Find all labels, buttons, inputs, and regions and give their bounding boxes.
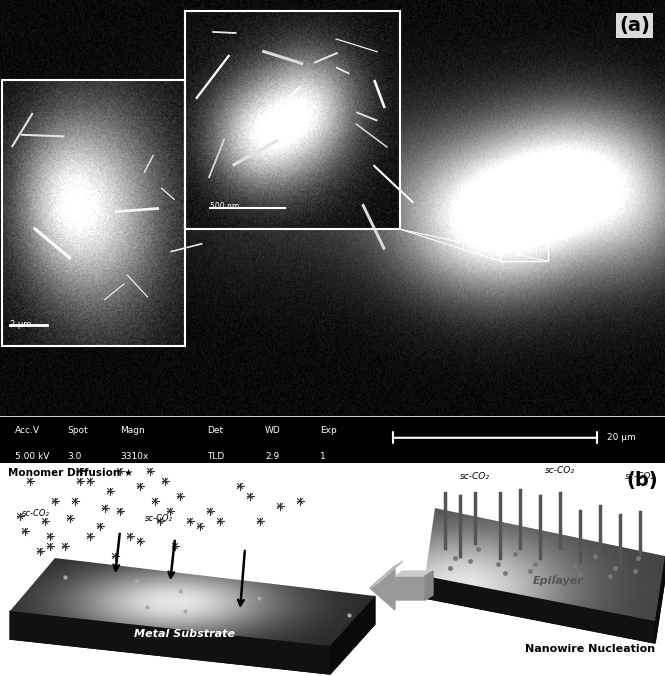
Text: sc-CO₂: sc-CO₂ <box>22 509 50 518</box>
Polygon shape <box>370 561 403 588</box>
Text: Epilayer: Epilayer <box>533 576 583 586</box>
Polygon shape <box>655 556 665 643</box>
Polygon shape <box>10 586 375 674</box>
Text: Acc.V: Acc.V <box>15 427 40 435</box>
Text: Det: Det <box>207 427 223 435</box>
Polygon shape <box>370 566 425 610</box>
Text: (b): (b) <box>626 471 658 490</box>
Text: sc-CO₂: sc-CO₂ <box>145 514 173 523</box>
Polygon shape <box>395 571 433 576</box>
Polygon shape <box>10 611 330 674</box>
Text: TLD: TLD <box>207 452 224 460</box>
Text: Metal Substrate: Metal Substrate <box>134 629 235 639</box>
Polygon shape <box>425 571 433 600</box>
Text: Spot: Spot <box>67 427 88 435</box>
Polygon shape <box>425 530 665 643</box>
Text: 2 μm: 2 μm <box>10 320 31 329</box>
Text: WD: WD <box>265 427 281 435</box>
Text: 5.00 kV: 5.00 kV <box>15 452 49 460</box>
Text: 500 nm: 500 nm <box>210 202 239 211</box>
Text: sc-CO₂: sc-CO₂ <box>625 472 655 481</box>
Text: Exp: Exp <box>320 427 336 435</box>
Text: 2.9: 2.9 <box>265 452 279 460</box>
Text: (a): (a) <box>619 16 650 35</box>
Text: sc-CO₂: sc-CO₂ <box>460 472 490 481</box>
Text: Nanowire Nucleation: Nanowire Nucleation <box>525 644 655 654</box>
Text: 3.0: 3.0 <box>67 452 81 460</box>
Text: 3310x: 3310x <box>120 452 148 460</box>
Polygon shape <box>425 576 655 643</box>
Text: sc-CO₂: sc-CO₂ <box>545 466 575 475</box>
Text: Monomer Diffusion ★: Monomer Diffusion ★ <box>8 468 133 478</box>
Text: 1: 1 <box>320 452 326 460</box>
Text: Magn: Magn <box>120 427 145 435</box>
Text: 20 μm: 20 μm <box>606 433 635 442</box>
Polygon shape <box>330 596 375 674</box>
